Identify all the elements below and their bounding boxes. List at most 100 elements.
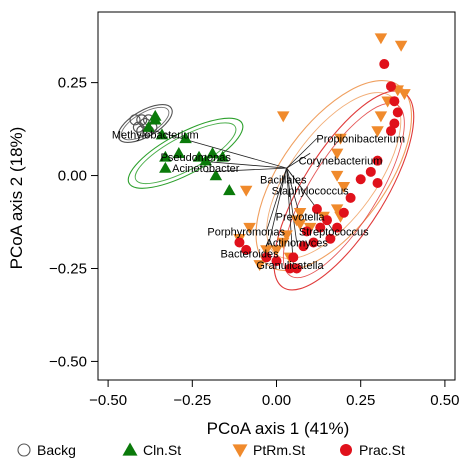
biplot-vector — [286, 138, 318, 169]
legend-label: Backg — [37, 442, 76, 458]
biplot-vector — [155, 130, 287, 169]
data-point — [149, 109, 162, 121]
data-point — [159, 161, 172, 173]
data-point — [288, 252, 299, 263]
biplot-label: Actinomyces — [266, 237, 329, 249]
data-point — [159, 150, 172, 162]
legend-label: PtRm.St — [253, 442, 305, 458]
data-point — [365, 166, 376, 177]
data-point — [330, 148, 344, 160]
data-point — [209, 169, 223, 181]
data-point — [374, 33, 388, 45]
legend-marker — [122, 442, 138, 456]
data-point — [337, 182, 351, 193]
legend-marker — [232, 444, 248, 458]
legend-marker — [17, 443, 31, 457]
data-point — [298, 241, 309, 252]
biplot-label: Granulicatella — [256, 260, 324, 272]
biplot-label: Porphyromonas — [207, 226, 285, 238]
x-tick-label: 0.50 — [430, 392, 459, 409]
data-point — [386, 81, 397, 92]
x-axis-label: PCoA axis 1 (41%) — [207, 419, 350, 438]
data-point — [142, 120, 155, 132]
data-point — [398, 89, 411, 101]
biplot-label: Pseudomonas — [161, 152, 232, 164]
data-point — [239, 185, 253, 197]
data-point — [234, 237, 245, 248]
data-point — [260, 245, 273, 257]
data-point — [199, 154, 213, 166]
data-point — [372, 155, 383, 166]
data-point — [271, 256, 282, 267]
data-point — [389, 96, 400, 107]
data-point — [394, 40, 408, 52]
y-tick-label: −0.25 — [49, 260, 87, 277]
data-point — [241, 244, 252, 255]
data-point — [308, 237, 319, 248]
biplot-vector-layer — [155, 130, 335, 265]
y-tick-label: 0.00 — [58, 168, 87, 185]
data-point — [284, 263, 295, 274]
biplot-vector — [286, 168, 298, 243]
axes: −0.50 −0.25 0.00 0.25 0.50 −0.50 −0.25 0.00 0.25 — [49, 11, 459, 409]
data-point — [301, 226, 312, 237]
data-point — [136, 114, 148, 126]
biplot-vector — [286, 152, 311, 169]
biplot-vector — [286, 168, 294, 265]
data-point — [206, 147, 219, 158]
biplot-label-layer: Methylobacterium PseudomonasAcinetobacter… — [112, 130, 405, 272]
biplot-vector — [205, 167, 287, 173]
y-tick-label: 0.25 — [58, 75, 87, 92]
data-point — [276, 237, 290, 249]
biplot-label: Methylobacterium — [112, 130, 199, 142]
data-point — [223, 184, 236, 196]
data-point — [379, 59, 390, 70]
data-point — [179, 132, 192, 144]
data-point — [155, 128, 169, 140]
data-point — [372, 177, 383, 188]
data-point — [334, 133, 347, 145]
data-point — [315, 222, 326, 233]
data-point — [325, 233, 336, 244]
data-point — [311, 204, 322, 215]
data-point — [371, 126, 384, 138]
data-point — [330, 170, 344, 182]
data-point — [355, 174, 366, 185]
data-point — [129, 114, 141, 126]
data-point — [392, 107, 403, 118]
legend-label: Cln.St — [143, 442, 181, 458]
biplot-vector — [195, 160, 287, 169]
y-tick-label: −0.50 — [49, 353, 87, 370]
data-point — [172, 147, 186, 158]
confidence-ellipse-inner — [134, 122, 237, 185]
data-point — [261, 252, 272, 263]
data-point — [216, 150, 229, 162]
data-point — [374, 111, 388, 123]
x-tick-label: −0.50 — [89, 392, 127, 409]
biplot-label: Corynebacterium — [299, 156, 383, 168]
data-point — [270, 245, 283, 257]
data-point — [322, 215, 333, 226]
biplot-label: Acinetobacter — [172, 163, 240, 175]
biplot-vector — [266, 168, 287, 254]
biplot-label: Bacillales — [260, 174, 307, 186]
data-point — [338, 207, 349, 218]
biplot-vector — [266, 167, 287, 232]
legend-label: Prac.St — [359, 442, 405, 458]
data-point — [386, 125, 397, 136]
data-point — [192, 150, 206, 162]
x-tick-label: 0.25 — [346, 392, 375, 409]
biplot-label: Bacteroides — [221, 249, 280, 261]
biplot-label: Propionibacterium — [316, 133, 405, 145]
data-point — [293, 208, 307, 219]
data-point — [253, 260, 266, 272]
data-point — [132, 121, 144, 133]
data-point — [276, 111, 290, 123]
x-tick-label: 0.00 — [262, 392, 291, 409]
data-point — [332, 222, 343, 233]
point-layer — [129, 33, 411, 274]
confidence-ellipse — [127, 117, 244, 189]
data-point — [243, 222, 256, 234]
y-axis-label: PCoA axis 2 (18%) — [7, 127, 26, 270]
